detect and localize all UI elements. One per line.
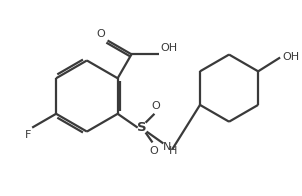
Text: N: N bbox=[163, 142, 172, 152]
Text: O: O bbox=[151, 101, 160, 111]
Text: OH: OH bbox=[282, 52, 299, 62]
Text: O: O bbox=[149, 146, 158, 156]
Text: S: S bbox=[137, 121, 146, 134]
Text: H: H bbox=[169, 146, 177, 156]
Text: F: F bbox=[25, 130, 31, 140]
Text: O: O bbox=[97, 28, 106, 38]
Text: OH: OH bbox=[160, 43, 177, 53]
